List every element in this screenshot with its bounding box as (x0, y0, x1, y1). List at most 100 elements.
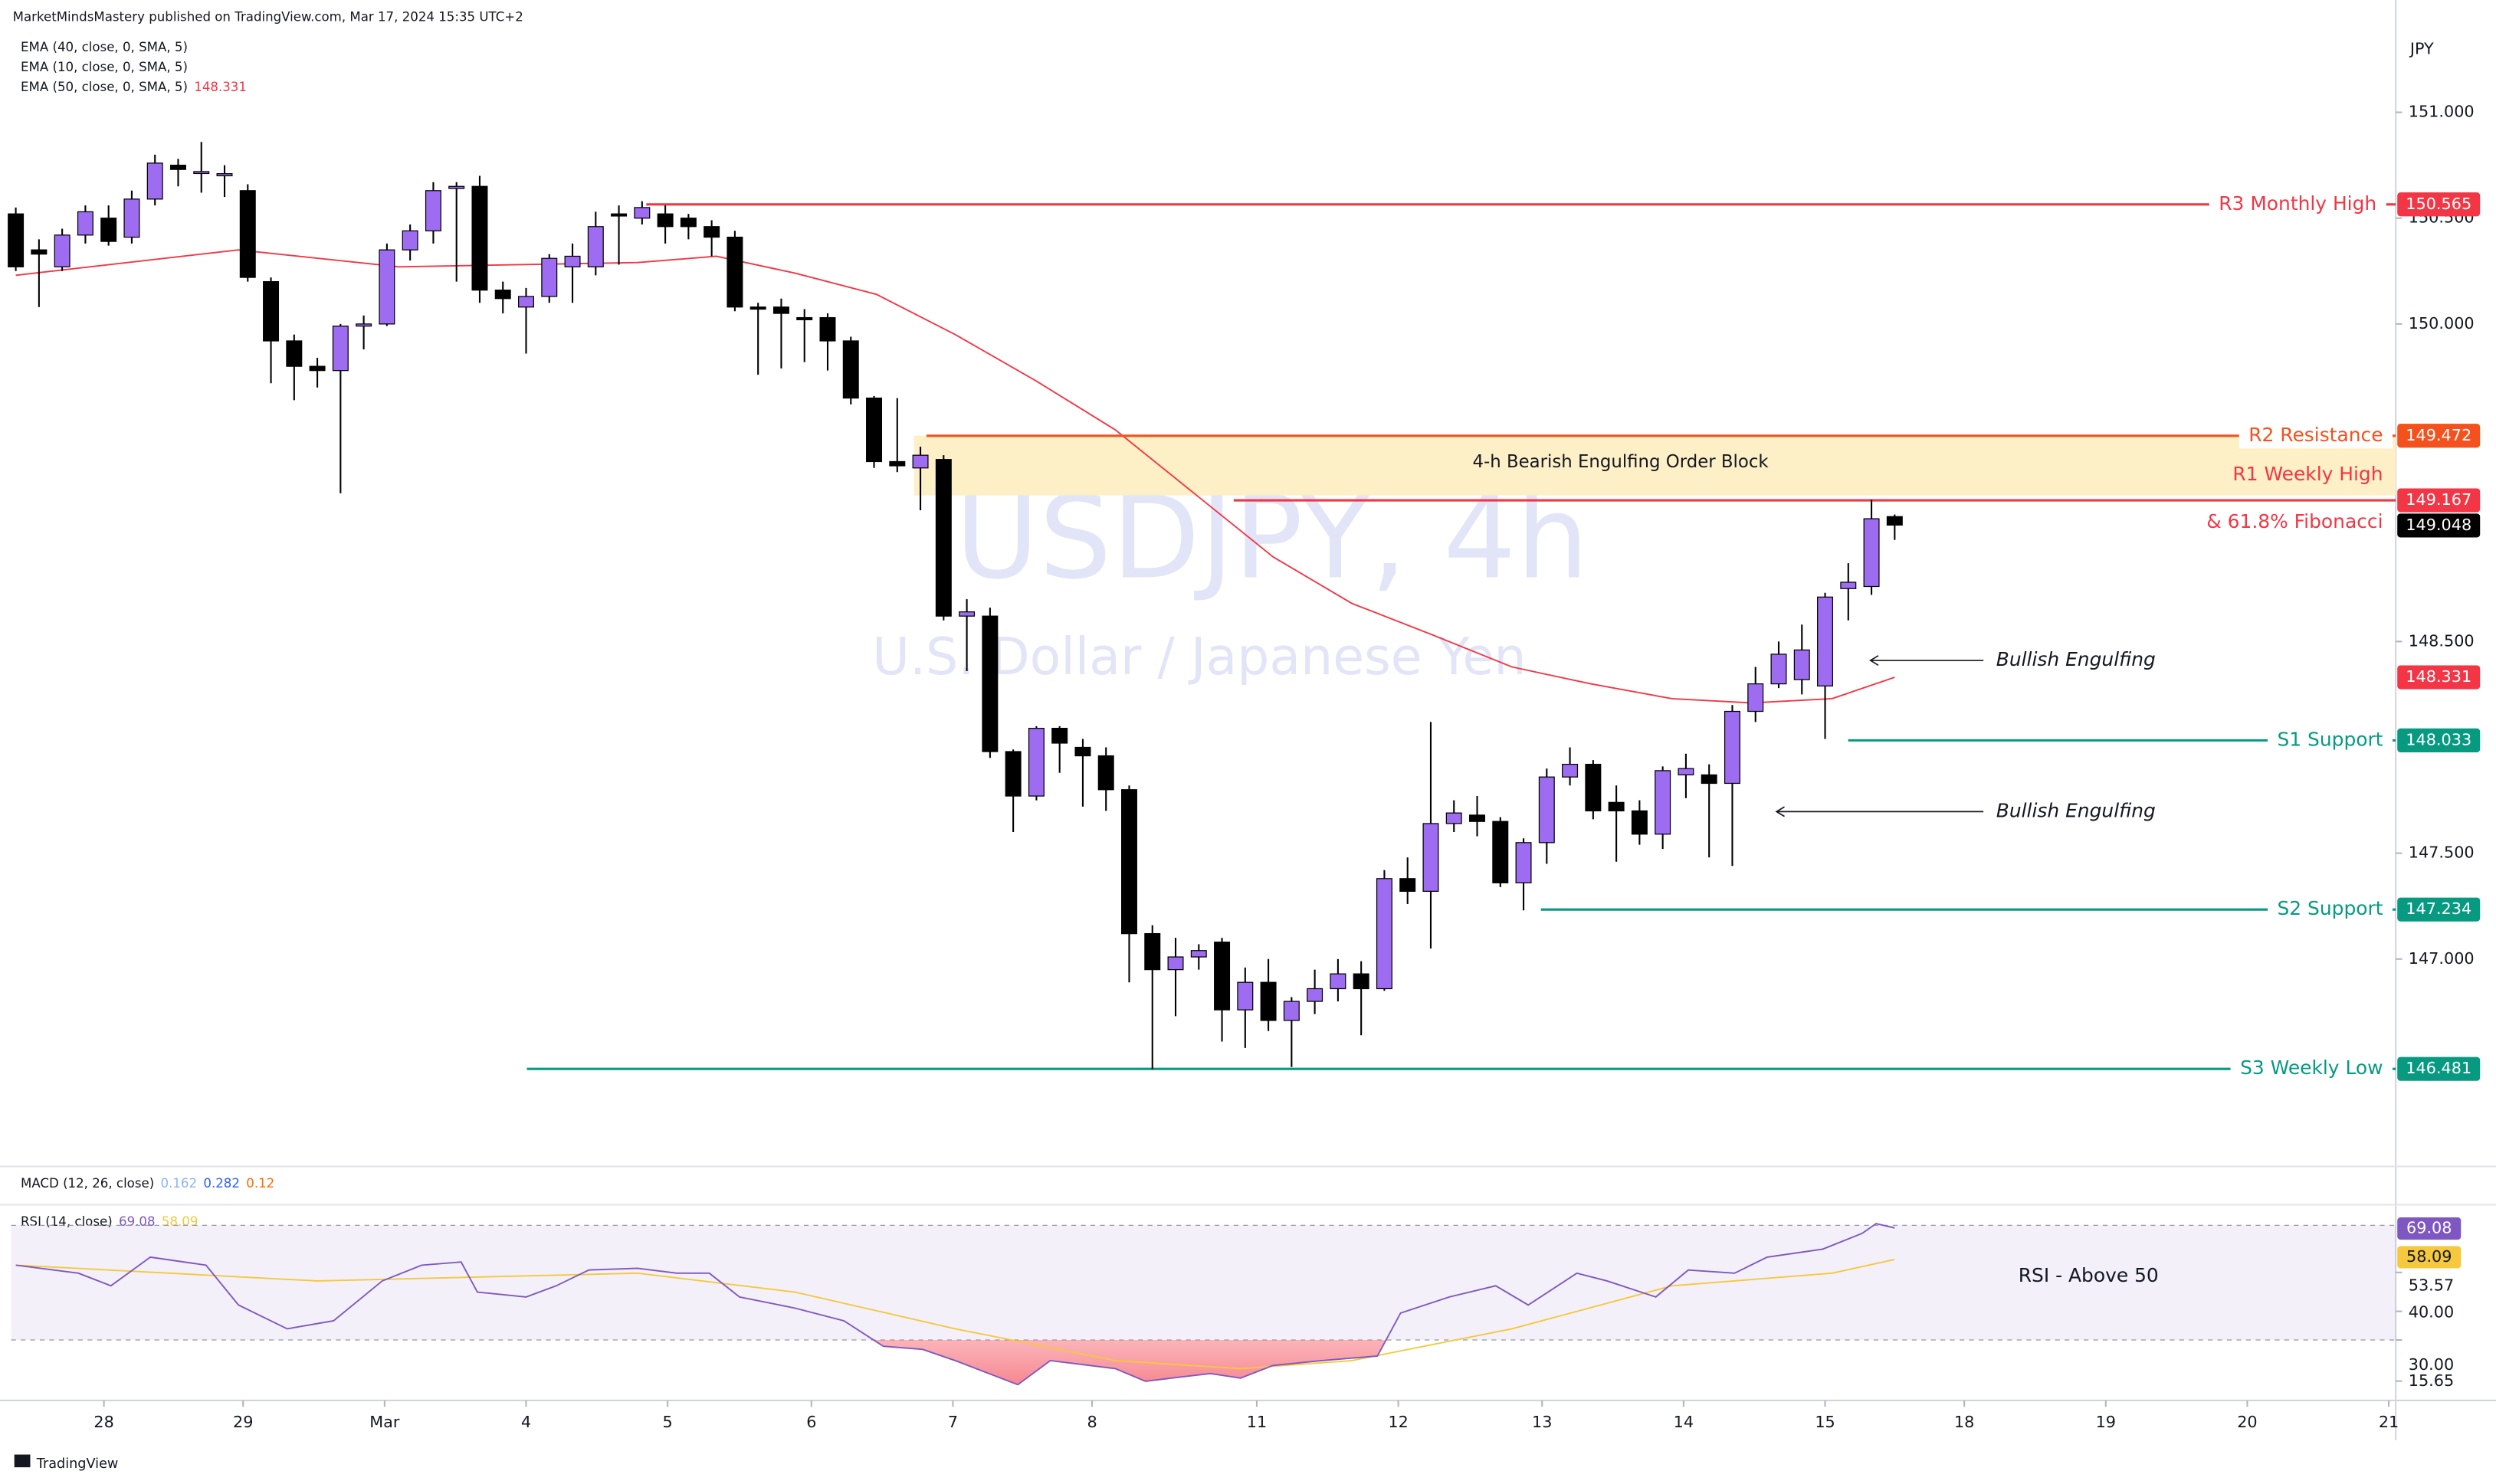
candle-body (1724, 710, 1740, 785)
candle-body (1190, 950, 1207, 958)
annotation: Bullish Engulfing (1996, 799, 2156, 821)
x-tick-label: 19 (2096, 1413, 2116, 1431)
candle-body (1538, 776, 1555, 844)
candle-body (1840, 581, 1857, 589)
rsi-oversold-fill (873, 1339, 1386, 1385)
candle-body (471, 185, 488, 291)
candle-body (1631, 810, 1648, 835)
candle-body (1214, 942, 1231, 1011)
candle-body (1237, 981, 1254, 1011)
candle-body (216, 173, 233, 177)
last-price-label: 149.048 (2406, 516, 2471, 534)
candle-body (1097, 755, 1114, 791)
rsi-line (15, 1223, 1895, 1386)
level-label: S3 Weekly Low (2240, 1056, 2383, 1079)
order-block-zone (913, 435, 2396, 496)
y-tick-label: 148.500 (2409, 631, 2475, 650)
candle-body (1167, 956, 1184, 971)
level-price-label: 149.472 (2406, 426, 2471, 444)
x-tick-label: 7 (948, 1413, 958, 1431)
candle-body (54, 234, 71, 267)
candle-body (634, 207, 651, 219)
candle-body (239, 190, 256, 278)
candle-body (31, 249, 48, 255)
candle-body (8, 213, 25, 267)
label-background (2209, 192, 2386, 218)
candle-body (1051, 728, 1068, 744)
candle-body (657, 213, 674, 228)
candle-body (680, 218, 697, 228)
candle-body (889, 460, 906, 467)
candle-body (425, 190, 441, 231)
candle-body (1074, 746, 1091, 757)
candle-body (494, 290, 511, 300)
arrow-head (1775, 806, 1785, 817)
x-tick-label: 11 (1247, 1413, 1267, 1431)
arrow-head (1869, 655, 1879, 666)
candle-body (1793, 649, 1810, 680)
ema-price-label: 148.331 (2406, 667, 2471, 686)
candle-body (448, 185, 465, 189)
candle-body (1678, 768, 1694, 776)
candle-body (356, 323, 372, 327)
candle-body (611, 213, 628, 217)
candle-body (518, 296, 534, 308)
candle-body (1747, 683, 1764, 713)
level-price-label-box (2397, 897, 2481, 922)
candle-body (1585, 763, 1602, 812)
logo (14, 1454, 31, 1468)
level-price-label-box (2397, 488, 2481, 513)
x-tick-label: 14 (1674, 1413, 1694, 1431)
y-tick-label: 147.500 (2409, 844, 2475, 862)
indicator-value: 0.282 (203, 1176, 240, 1191)
x-tick-label: 18 (1954, 1413, 1974, 1431)
candle-body (379, 249, 395, 325)
y-tick-label: 150.000 (2409, 314, 2475, 333)
indicator-legend: MACD (12, 26, close) (21, 1176, 154, 1191)
candle-body (402, 230, 418, 251)
candle-body (935, 459, 952, 617)
zone-label: 4-h Bearish Engulfing Order Block (1472, 452, 1769, 472)
level-label: R2 Resistance (2248, 424, 2383, 446)
candle-body (1422, 823, 1439, 893)
level-price-label: 149.167 (2406, 490, 2471, 509)
indicator-value: 0.12 (246, 1176, 274, 1191)
candle-body (1330, 973, 1346, 990)
candle-body (1283, 1001, 1300, 1021)
level-price-label-box (2397, 1056, 2481, 1081)
y-tick-label: 151.000 (2409, 103, 2475, 121)
candle-body (1144, 933, 1161, 971)
x-tick-label: 12 (1388, 1413, 1408, 1431)
candle-body (146, 162, 163, 200)
indicator-value: 0.162 (161, 1176, 198, 1191)
rsi-signal-box (2397, 1246, 2462, 1269)
candle-body (1770, 654, 1787, 685)
candle-body (772, 306, 789, 314)
rsi-tick-label: 53.57 (2409, 1276, 2454, 1294)
candle-body (1353, 973, 1369, 990)
currency: JPY (2409, 39, 2434, 57)
annotation: Bullish Engulfing (1996, 648, 2156, 670)
footer: TradingView (36, 1456, 119, 1472)
candle-body (1562, 763, 1579, 778)
candle-body (912, 454, 929, 469)
candle-body (193, 171, 210, 175)
candle-body (123, 198, 140, 238)
x-tick-label: 13 (1532, 1413, 1552, 1431)
candle-body (77, 211, 93, 236)
level-label: R1 Weekly High (2232, 463, 2383, 485)
watermark-subtitle: U.S. Dollar / Japanese Yen (872, 627, 1526, 686)
candle-body (704, 226, 720, 238)
x-tick-label: Mar (369, 1413, 400, 1431)
candle-body (866, 397, 883, 463)
candle-body (587, 226, 604, 267)
candle-body (1307, 988, 1323, 1002)
x-tick-label: 28 (93, 1413, 113, 1431)
candle-body (541, 257, 558, 297)
ema-price-label-box (2397, 665, 2481, 690)
level-label: S1 Support (2277, 728, 2383, 750)
candle-body (982, 615, 999, 752)
candle-body (796, 316, 813, 320)
candle-body (1863, 518, 1880, 588)
label-background (2268, 896, 2393, 922)
